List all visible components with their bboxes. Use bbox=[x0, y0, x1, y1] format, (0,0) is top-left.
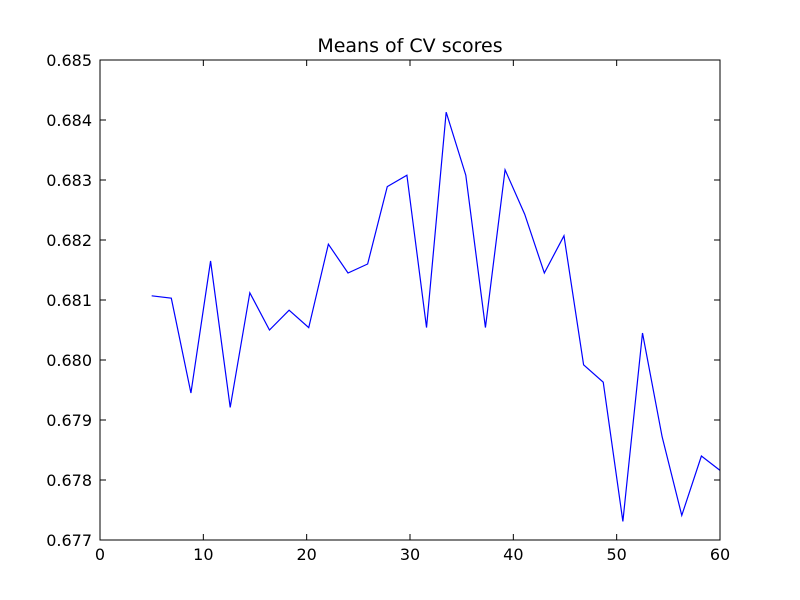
x-tick-label: 50 bbox=[606, 545, 626, 564]
y-tick-label: 0.679 bbox=[46, 411, 92, 430]
x-tick-label: 0 bbox=[95, 545, 105, 564]
y-tick-label: 0.681 bbox=[46, 291, 92, 310]
x-tick-label: 10 bbox=[193, 545, 213, 564]
chart-title: Means of CV scores bbox=[317, 35, 502, 57]
y-tick-label: 0.683 bbox=[46, 171, 92, 190]
y-tick-label: 0.677 bbox=[46, 531, 92, 550]
plot-area: 0 10 20 30 40 50 60 0.677 0.678 0.679 0.680 0.681 0.… bbox=[46, 51, 730, 564]
y-tick-label: 0.685 bbox=[46, 51, 92, 70]
x-tick-label: 20 bbox=[296, 545, 316, 564]
x-tick-label: 60 bbox=[710, 545, 730, 564]
y-tick-label: 0.682 bbox=[46, 231, 92, 250]
y-tick-label: 0.680 bbox=[46, 351, 92, 370]
x-tick-label: 30 bbox=[400, 545, 420, 564]
x-tick-label: 40 bbox=[503, 545, 523, 564]
y-tick-label: 0.678 bbox=[46, 471, 92, 490]
series-line bbox=[151, 112, 721, 522]
y-tick-label: 0.684 bbox=[46, 111, 92, 130]
